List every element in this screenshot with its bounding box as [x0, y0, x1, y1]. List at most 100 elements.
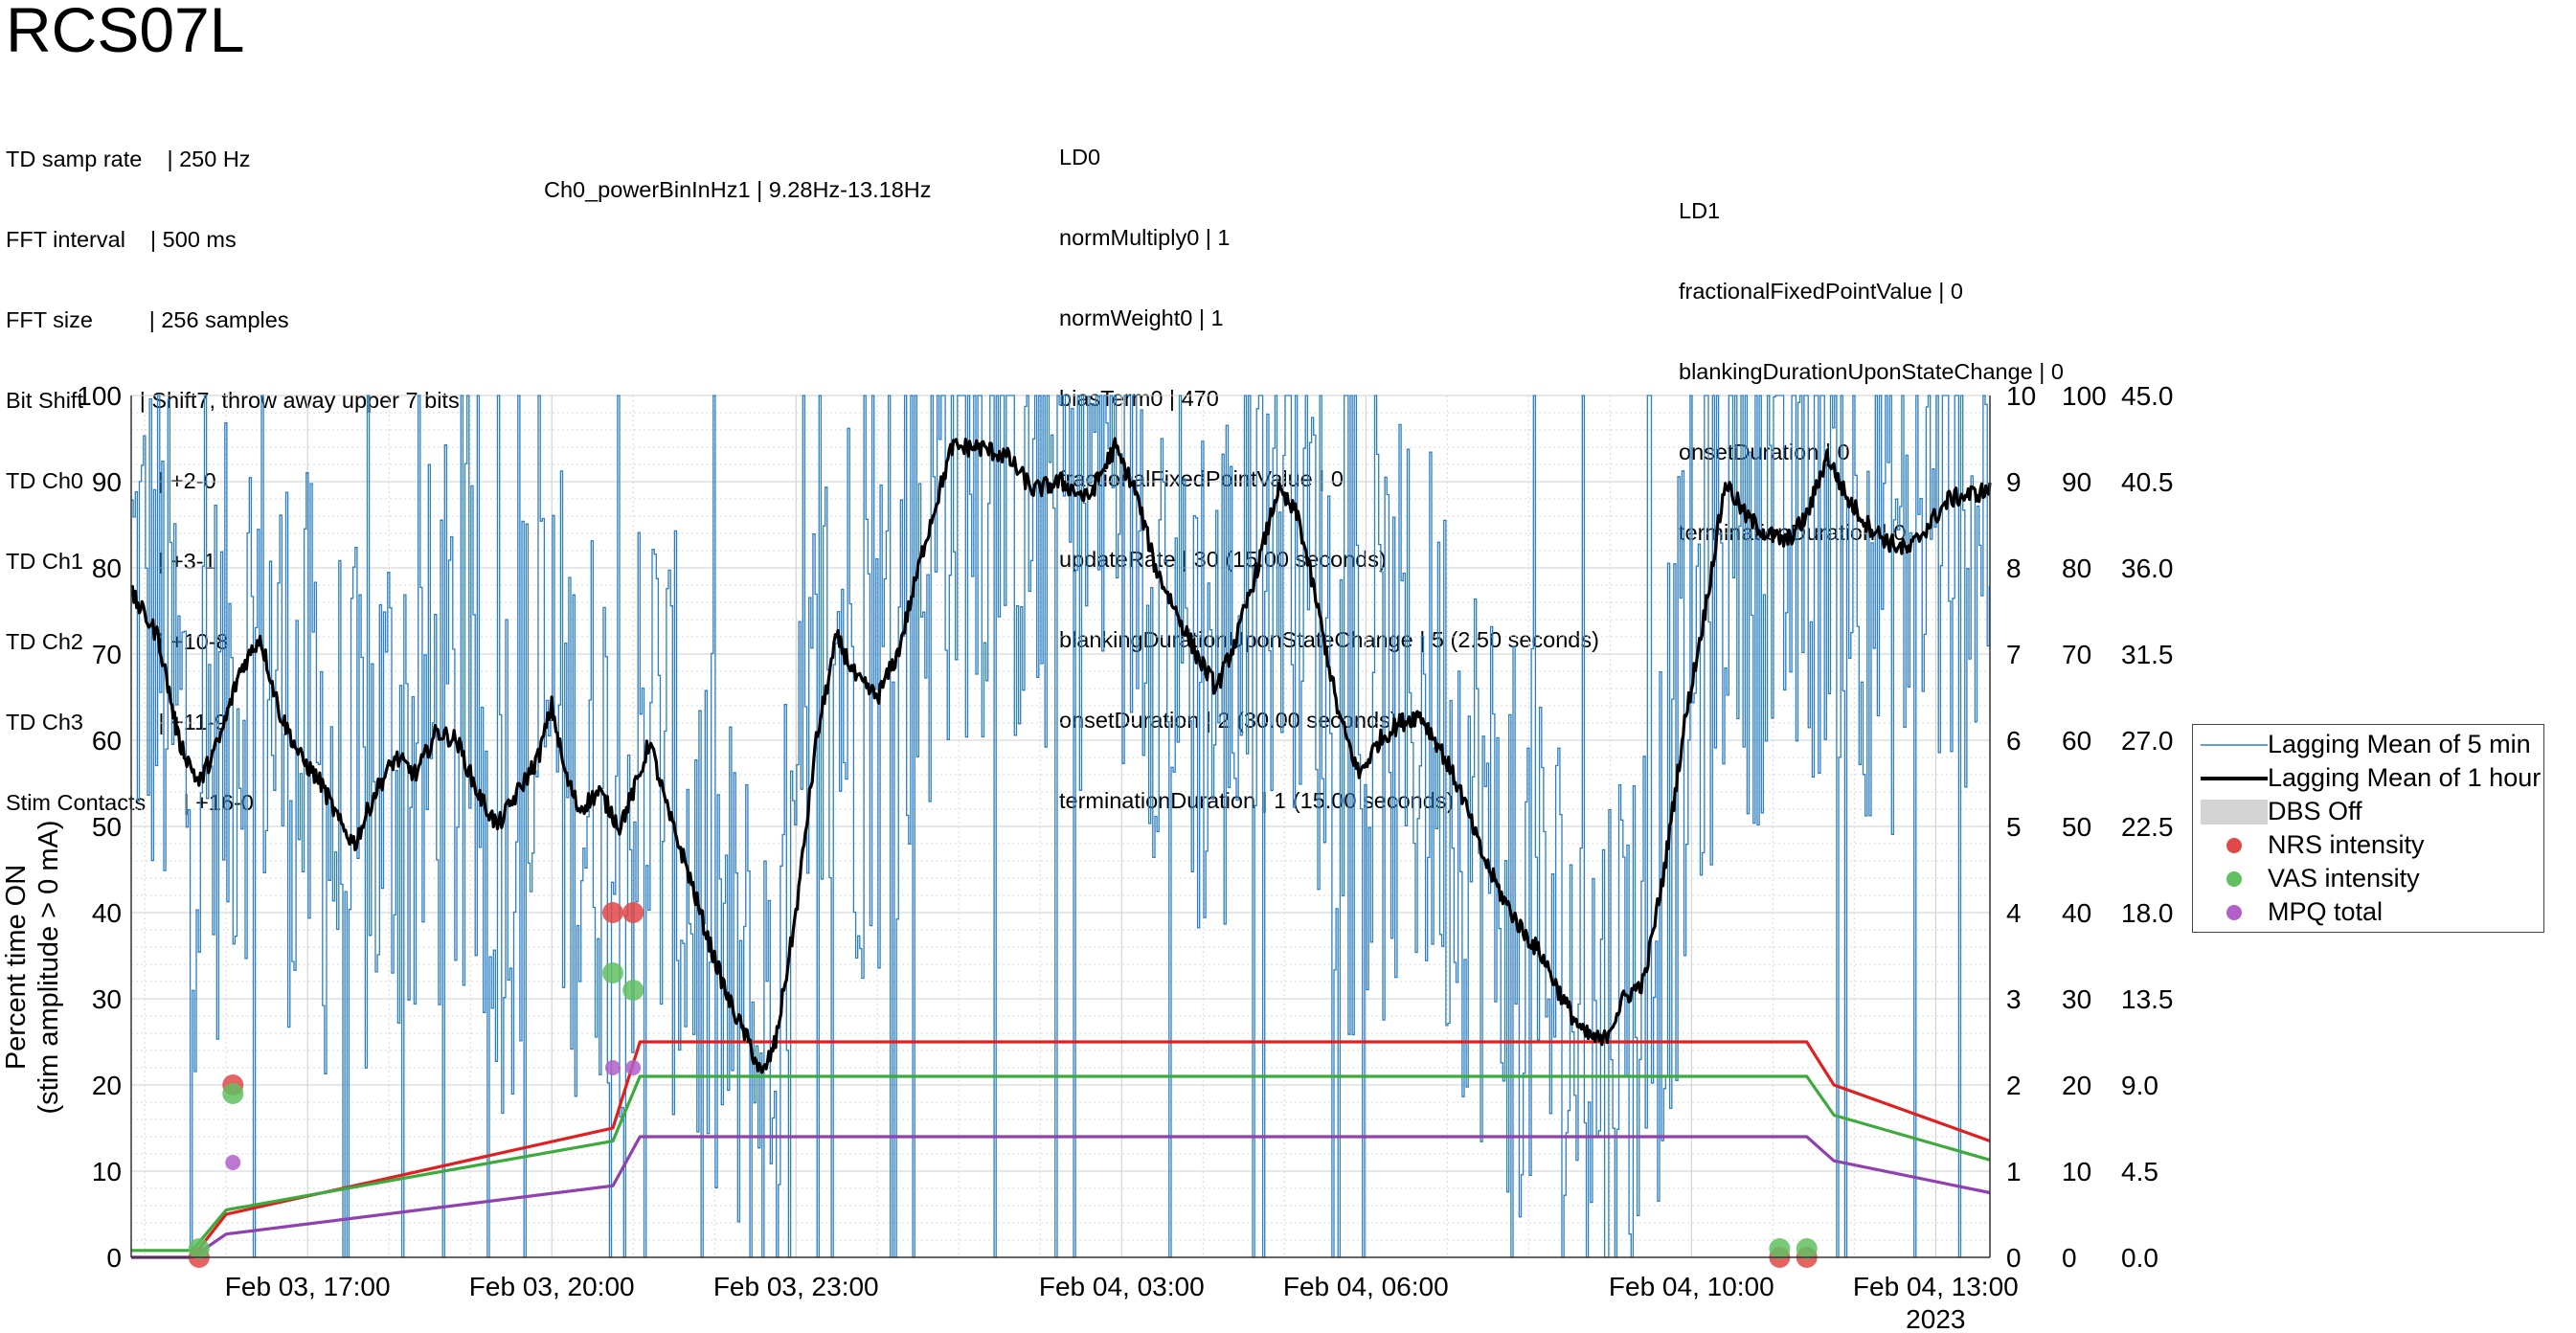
right-axis-tick-label: 70	[2062, 640, 2091, 669]
vas-intensity-marker	[1769, 1238, 1791, 1259]
y-axis-label-line2: (stim amplitude > 0 mA)	[34, 820, 64, 1114]
page-title: RCS07L	[6, 0, 245, 65]
x-tick-label: Feb 04, 03:00	[1039, 1272, 1205, 1301]
mpq-total-marker	[625, 1060, 642, 1075]
mpq-total-trend-line	[131, 1135, 1991, 1259]
chart-legend: Lagging Mean of 5 min Lagging Mean of 1 …	[2192, 724, 2544, 933]
legend-label: NRS intensity	[2268, 830, 2425, 859]
right-axis-tick-label: 45.0	[2121, 381, 2174, 411]
config-line: normMultiply0 | 1	[1059, 225, 1231, 250]
y-tick-label: 40	[92, 898, 122, 928]
right-axis-tick-label: 5	[2006, 812, 2022, 842]
legend-symbol	[2201, 744, 2268, 746]
config-line: TD Ch1 | +3-1	[6, 549, 216, 574]
config-line: TD Ch3 | +11-9	[6, 710, 227, 734]
x-tick-label: Feb 03, 17:00	[225, 1272, 391, 1301]
config-line: TD samp rate | 250 Hz	[6, 147, 251, 171]
legend-symbol	[2226, 871, 2242, 887]
legend-symbol	[2226, 905, 2242, 920]
x-tick-label: Feb 04, 06:00	[1283, 1272, 1449, 1301]
right-axis-tick-label: 20	[2062, 1071, 2091, 1100]
y-tick-label: 100	[77, 381, 122, 411]
lagging-mean-1hour-line	[129, 437, 1992, 1074]
right-axis-tick-label: 0	[2006, 1243, 2022, 1273]
vas-intensity-marker	[622, 980, 644, 1001]
right-axis-tick-label: 7	[2006, 640, 2022, 669]
nrs-intensity-marker	[601, 902, 623, 923]
right-axis-tick-label: 10	[2006, 381, 2036, 411]
right-axis-tick-label: 27.0	[2121, 726, 2174, 756]
lagging-mean-5min-line	[131, 395, 1990, 1258]
config-line: fractionalFixedPointValue | 0	[1679, 279, 1963, 304]
mpq-total-marker	[225, 1155, 241, 1170]
config-line: LD1	[1679, 198, 1721, 223]
legend-item: NRS intensity	[2193, 828, 2543, 862]
legend-symbol	[2201, 777, 2268, 780]
y-tick-label: 0	[106, 1243, 122, 1273]
y-tick-label: 60	[92, 726, 122, 756]
config-line: FFT size | 256 samples	[6, 307, 289, 332]
right-axis-tick-label: 10	[2062, 1157, 2091, 1186]
x-tick-label: Feb 03, 20:00	[469, 1272, 635, 1301]
y-tick-label: 20	[92, 1071, 122, 1100]
right-axis-tick-label: 30	[2062, 984, 2091, 1014]
right-axis-tick-label: 8	[2006, 554, 2022, 583]
config-line: FFT interval | 500 ms	[6, 227, 237, 252]
right-axis-tick-label: 0	[2062, 1243, 2077, 1273]
y-tick-label: 90	[92, 467, 122, 497]
right-axis-tick-label: 4.5	[2121, 1157, 2158, 1186]
right-axis-tick-label: 80	[2062, 554, 2091, 583]
vas-intensity-marker	[188, 1238, 210, 1259]
right-axis-tick-label: 1	[2006, 1157, 2022, 1186]
config-line: Bit Shift | Shift7, throw away upper 7 b…	[6, 388, 460, 413]
right-axis-tick-label: 36.0	[2121, 554, 2174, 583]
legend-symbol	[2201, 800, 2268, 825]
config-line: normWeight0 | 1	[1059, 305, 1224, 330]
device-config-panel: TD samp rate | 250 Hz FFT interval | 500…	[6, 92, 460, 843]
legend-label: Lagging Mean of 5 min	[2268, 730, 2531, 758]
right-axis-tick-label: 0.0	[2121, 1243, 2158, 1273]
right-axis-tick-label: 13.5	[2121, 984, 2174, 1014]
mpq-total-marker	[604, 1060, 621, 1075]
vas-intensity-marker	[1796, 1238, 1818, 1259]
right-axis-tick-label: 31.5	[2121, 640, 2174, 669]
x-tick-label: Feb 03, 23:00	[713, 1272, 879, 1301]
lagging-mean-1hour-series	[129, 437, 1992, 1074]
y-tick-label: 80	[92, 554, 122, 583]
y-tick-label: 30	[92, 984, 122, 1014]
right-axis-tick-label: 6	[2006, 726, 2022, 756]
right-axis-tick-label: 22.5	[2121, 812, 2174, 842]
legend-item: VAS intensity	[2193, 862, 2543, 895]
legend-item: Lagging Mean of 5 min	[2193, 728, 2543, 761]
right-axis-tick-label: 3	[2006, 984, 2022, 1014]
legend-label: MPQ total	[2268, 897, 2384, 926]
y-axis-label: Percent time ON	[1, 865, 32, 1070]
axes: 0102030405060708090100012345678910010203…	[77, 381, 2173, 1333]
legend-item: MPQ total	[2193, 895, 2543, 929]
x-tick-label: Feb 04, 10:00	[1609, 1272, 1774, 1301]
legend-symbol	[2226, 838, 2242, 853]
vas-intensity-marker	[222, 1083, 244, 1104]
legend-item: Lagging Mean of 1 hour	[2193, 761, 2543, 795]
score-trend-lines	[131, 1040, 1991, 1259]
right-axis-tick-label: 90	[2062, 467, 2091, 497]
right-axis-tick-label: 2	[2006, 1071, 2022, 1100]
config-line: biasTerm0 | 470	[1059, 386, 1219, 411]
right-axis-tick-label: 40.5	[2121, 467, 2174, 497]
config-line: blankingDurationUponStateChange | 0	[1679, 359, 2064, 384]
vas-intensity-marker	[601, 962, 623, 983]
power-bin-config: Ch0_powerBinInHz1 | 9.28Hz-13.18Hz	[544, 177, 932, 202]
x-tick-label: Feb 04, 13:00	[1853, 1272, 2019, 1301]
y-tick-label: 50	[92, 812, 122, 842]
nrs-intensity-marker	[622, 902, 644, 923]
y-tick-label: 70	[92, 640, 122, 669]
grid-lines	[131, 395, 1990, 1258]
config-line: LD0	[1059, 145, 1101, 169]
right-axis-tick-label: 60	[2062, 726, 2091, 756]
x-year-label: 2023	[1906, 1304, 1965, 1333]
y-tick-label: 10	[92, 1157, 122, 1186]
right-axis-tick-label: 50	[2062, 812, 2091, 842]
nrs-intensity-trend-line	[131, 1040, 1991, 1259]
legend-item: DBS Off	[2193, 795, 2543, 828]
